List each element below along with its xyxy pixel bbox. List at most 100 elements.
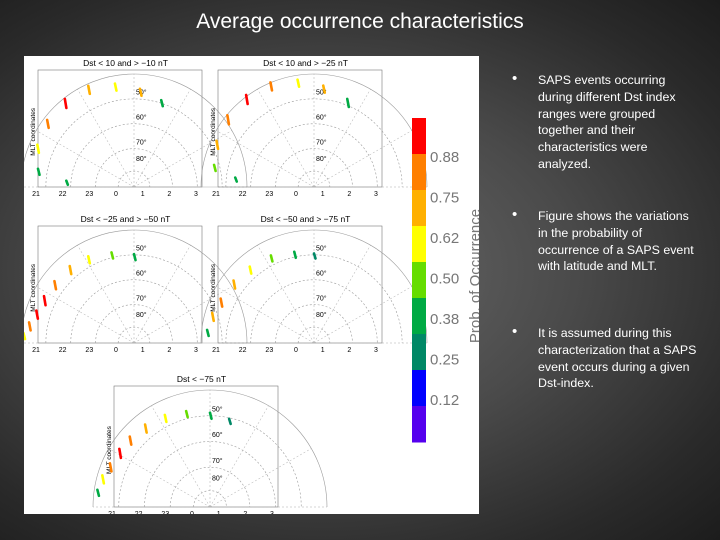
latitude-label: 50°	[136, 245, 147, 253]
mlt-tick-label: 2	[167, 347, 171, 354]
occurrence-marker	[232, 279, 237, 290]
occurrence-marker	[205, 328, 210, 338]
occurrence-marker	[86, 84, 92, 96]
colorbar-segment	[412, 406, 426, 443]
occurrence-marker	[269, 254, 274, 263]
mlt-tick-label: 1	[321, 347, 325, 354]
mlt-tick-label: 23	[85, 191, 93, 198]
mlt-tick-label: 23	[265, 347, 273, 354]
bullet-marker-icon: •	[512, 206, 518, 223]
mlt-axis-label: MLT coordinates	[30, 263, 37, 312]
mlt-tick-label: 2	[167, 191, 171, 198]
panel-frame	[113, 385, 279, 508]
latitude-ring	[225, 254, 403, 344]
mlt-spoke	[151, 405, 211, 508]
mlt-tick-label: 23	[265, 191, 273, 198]
mlt-tick-label: 0	[190, 511, 194, 514]
mlt-spoke	[77, 245, 135, 344]
mlt-spoke	[36, 130, 135, 188]
mlt-tick-label: 22	[135, 511, 143, 514]
mlt-tick-label: 0	[114, 347, 118, 354]
occurrence-marker	[219, 297, 224, 308]
latitude-ring	[45, 98, 223, 188]
mlt-tick-label: 22	[59, 347, 67, 354]
occurrence-marker	[292, 250, 298, 260]
colorbar-segment	[412, 370, 426, 407]
polar-panel: Dst < −25 and > −50 nT MLT coordinates 80°…	[24, 214, 248, 354]
occurrence-marker	[63, 97, 68, 110]
occurrence-marker	[101, 474, 106, 485]
mlt-spoke	[216, 286, 315, 344]
mlt-tick-label: 1	[217, 511, 221, 514]
mlt-spoke	[108, 448, 211, 508]
latitude-label: 50°	[316, 245, 327, 253]
latitude-label: 60°	[136, 269, 147, 277]
latitude-label: 80°	[136, 311, 147, 319]
colorbar-tick-label: 0.50	[430, 271, 459, 288]
bullet-text: SAPS events occurring during different D…	[538, 73, 676, 171]
mlt-spoke	[133, 89, 191, 188]
mlt-tick-label: 3	[194, 191, 198, 198]
mlt-axis-label: MLT coordinates	[30, 107, 37, 156]
occurrence-marker	[138, 87, 143, 98]
latitude-label: 80°	[212, 475, 223, 483]
occurrence-marker	[132, 252, 137, 262]
bullet-marker-icon: •	[512, 323, 518, 340]
polar-panel: Dst < −50 and > −75 nT MLT coordinates 80°…	[200, 214, 428, 354]
latitude-ring	[250, 279, 378, 344]
colorbar-tick-label: 0.25	[430, 352, 459, 369]
latitude-ring	[70, 123, 198, 188]
colorbar-segment	[412, 226, 426, 263]
occurrence-marker	[27, 321, 32, 332]
occurrence-marker	[108, 462, 113, 473]
panel-frame	[37, 69, 203, 188]
bullet-text: Figure shows the variations in the proba…	[538, 209, 694, 274]
colorbar-tick-label: 0.75	[430, 190, 459, 207]
mlt-tick-label: 21	[32, 191, 40, 198]
latitude-ring	[297, 326, 331, 344]
occurrence-marker	[110, 251, 115, 260]
mlt-tick-label: 22	[239, 347, 247, 354]
occurrence-marker	[86, 255, 92, 265]
polar-plots-figure: Dst < 10 and > −10 nT MLT coordinates 80° 7…	[24, 58, 479, 514]
occurrence-marker	[42, 294, 47, 307]
mlt-spoke	[77, 89, 135, 188]
mlt-spoke	[36, 286, 135, 344]
colorbar-label: Prob. of Occurrence	[467, 209, 479, 343]
occurrence-marker	[163, 413, 168, 424]
occurrence-marker	[118, 447, 123, 460]
mlt-tick-label: 23	[161, 511, 169, 514]
mlt-axis-label: MLT coordinates	[210, 107, 217, 156]
panel-title: Dst < −25 and > −50 nT	[81, 214, 171, 224]
mlt-spoke	[257, 89, 315, 188]
mlt-spoke	[133, 130, 232, 188]
bullet-text: It is assumed during this characterizati…	[538, 326, 697, 391]
colorbar-tick-label: 0.38	[430, 311, 459, 328]
mlt-tick-label: 1	[141, 347, 145, 354]
latitude-label: 60°	[316, 269, 327, 277]
occurrence-marker	[248, 265, 253, 275]
latitude-ring	[275, 148, 353, 188]
latitude-label: 80°	[316, 311, 327, 319]
latitude-ring	[144, 441, 276, 508]
colorbar-segment	[412, 154, 426, 191]
occurrence-marker	[215, 139, 220, 151]
occurrence-marker	[35, 309, 40, 320]
mlt-tick-label: 22	[239, 191, 247, 198]
latitude-label: 70°	[316, 294, 327, 302]
latitude-label: 70°	[136, 138, 147, 146]
panel-title: Dst < 10 and > −10 nT	[83, 58, 168, 68]
slide-title: Average occurrence characteristics	[196, 10, 524, 33]
occurrence-marker	[296, 78, 301, 89]
polar-panel: Dst < 10 and > −25 nT MLT coordinates 80° 7…	[200, 58, 428, 198]
latitude-label: 80°	[316, 155, 327, 163]
mlt-spoke	[209, 405, 269, 508]
colorbar-tick-label: 0.88	[430, 149, 459, 166]
mlt-tick-label: 2	[243, 511, 247, 514]
mlt-tick-label: 0	[114, 191, 118, 198]
latitude-ring	[169, 466, 251, 508]
occurrence-marker	[143, 423, 148, 434]
panel-title: Dst < 10 and > −25 nT	[263, 58, 348, 68]
occurrence-marker	[65, 179, 70, 187]
colorbar: 0.88 0.75 0.62 0.50 0.38 0.25 0.12 Prob. of Occ…	[412, 118, 479, 443]
